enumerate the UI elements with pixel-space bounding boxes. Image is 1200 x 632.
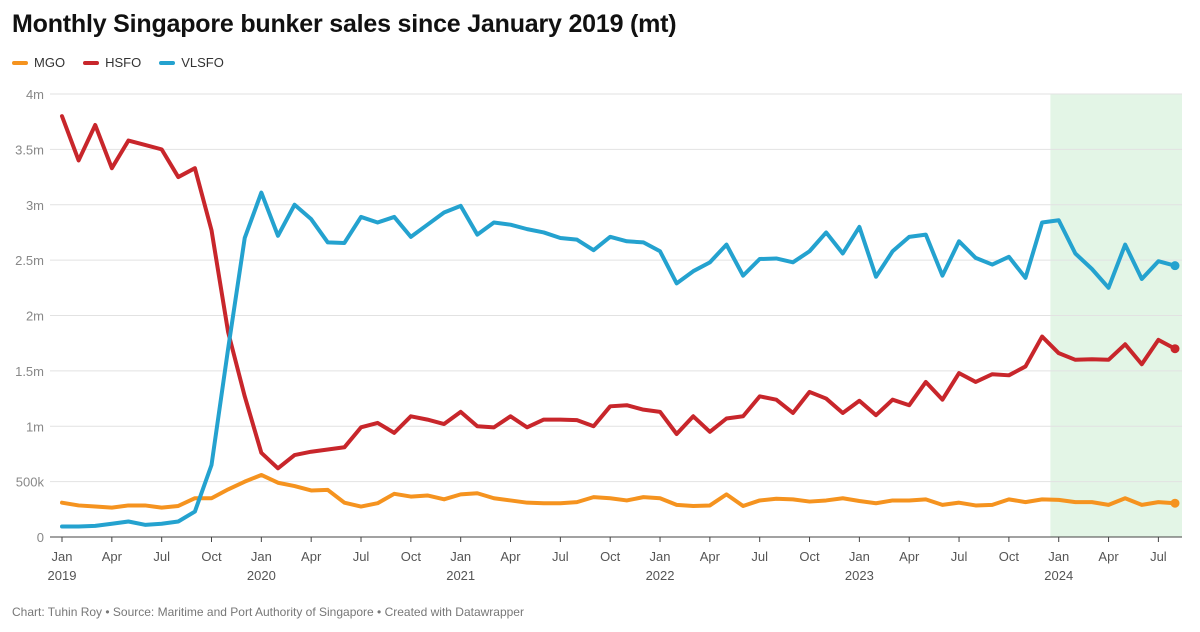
series-line-hsfo bbox=[60, 114, 1177, 471]
x-tick-label: Oct bbox=[401, 549, 422, 564]
y-tick-label: 2.5m bbox=[15, 253, 44, 268]
legend-swatch-hsfo bbox=[83, 60, 100, 65]
series-end-point-hsfo bbox=[1170, 344, 1180, 354]
x-tick-label: Jan bbox=[450, 549, 471, 564]
y-tick-label: 3m bbox=[26, 198, 44, 213]
series-layer bbox=[60, 114, 1180, 529]
y-tick-label: 3.5m bbox=[15, 142, 44, 157]
x-tick-year: 2024 bbox=[1044, 568, 1073, 583]
legend: MGO HSFO VLSFO bbox=[12, 55, 224, 70]
chart-title: Monthly Singapore bunker sales since Jan… bbox=[12, 10, 677, 38]
x-tick-label: Apr bbox=[1098, 549, 1119, 564]
x-tick-label: Oct bbox=[201, 549, 222, 564]
y-tick-label: 1.5m bbox=[15, 364, 44, 379]
x-tick-label: Jul bbox=[353, 549, 370, 564]
x-tick-year: 2023 bbox=[845, 568, 874, 583]
x-tick-year: 2019 bbox=[48, 568, 77, 583]
y-tick-label: 1m bbox=[26, 419, 44, 434]
legend-swatch-vlsfo bbox=[159, 60, 176, 65]
x-tick-label: Jan bbox=[849, 549, 870, 564]
legend-item-hsfo: HSFO bbox=[83, 55, 141, 70]
x-tick-label: Apr bbox=[700, 549, 721, 564]
chart-credit: Chart: Tuhin Roy • Source: Maritime and … bbox=[12, 605, 524, 619]
legend-label-vlsfo: VLSFO bbox=[181, 55, 224, 70]
x-tick-label: Jul bbox=[951, 549, 968, 564]
x-tick-year: 2021 bbox=[446, 568, 475, 583]
x-tick-label: Apr bbox=[500, 549, 521, 564]
x-tick-label: Jul bbox=[153, 549, 170, 564]
x-tick-label: Jan bbox=[52, 549, 73, 564]
x-tick-label: Jan bbox=[251, 549, 272, 564]
x-tick-label: Apr bbox=[899, 549, 920, 564]
axis-layer: 0 500k 1m 1.5m 2m 2.5m 3m 3.5m 4m Jan 2019 Apr Jul Oc… bbox=[15, 87, 1167, 583]
series-line-vlsfo bbox=[60, 190, 1177, 529]
series-end-point-vlsfo bbox=[1170, 261, 1180, 271]
x-tick-label: Jul bbox=[552, 549, 569, 564]
y-tick-label: 0 bbox=[37, 530, 44, 545]
legend-swatch-mgo bbox=[12, 60, 28, 65]
x-tick-year: 2022 bbox=[646, 568, 675, 583]
legend-item-mgo: MGO bbox=[12, 55, 65, 70]
legend-label-mgo: MGO bbox=[34, 55, 66, 70]
legend-label-hsfo: HSFO bbox=[105, 55, 142, 70]
y-tick-label: 500k bbox=[16, 475, 45, 490]
x-tick-label: Jan bbox=[650, 549, 671, 564]
x-tick-label: Oct bbox=[799, 549, 820, 564]
y-tick-label: 4m bbox=[26, 87, 44, 102]
y-tick-label: 2m bbox=[26, 309, 44, 324]
x-tick-label: Apr bbox=[301, 549, 322, 564]
series-end-point-mgo bbox=[1170, 498, 1180, 508]
x-tick-label: Jul bbox=[1150, 549, 1167, 564]
x-tick-label: Apr bbox=[102, 549, 123, 564]
x-tick-label: Jan bbox=[1048, 549, 1069, 564]
series-line-mgo bbox=[60, 472, 1177, 510]
x-tick-label: Oct bbox=[600, 549, 621, 564]
grid-layer bbox=[50, 93, 1182, 538]
line-chart: 0 500k 1m 1.5m 2m 2.5m 3m 3.5m 4m Jan 2019 Apr Jul Oc… bbox=[15, 87, 1182, 583]
x-tick-label: Jul bbox=[751, 549, 768, 564]
x-tick-year: 2020 bbox=[247, 568, 276, 583]
x-tick-label: Oct bbox=[999, 549, 1020, 564]
legend-item-vlsfo: VLSFO bbox=[159, 55, 224, 70]
